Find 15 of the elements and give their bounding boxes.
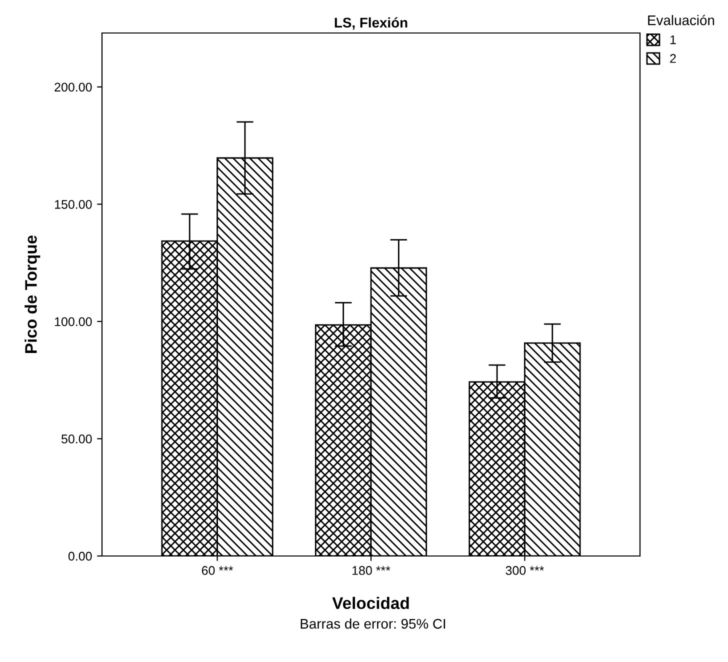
legend-title: Evaluación [648, 14, 714, 26]
x-axis-title: Velocidad [332, 596, 409, 610]
y-tick-label: 50.00 [62, 434, 92, 444]
y-tick-label: 200.00 [54, 82, 92, 92]
legend-label: 2 [670, 54, 676, 63]
text: Barras de error: 95% CI [300, 618, 446, 629]
x-tick-label: 180 *** [352, 566, 390, 575]
x-tick-label: 60 *** [202, 566, 234, 575]
x-tick-label: 300 *** [506, 566, 544, 575]
y-axis-title: Pico de Torque [24, 235, 40, 353]
y-tick-label: 100.00 [55, 317, 92, 326]
y-tick-label: 150.00 [55, 200, 92, 209]
y-tick-label: 0.00 [68, 552, 92, 561]
legend-label: 1 [670, 35, 676, 44]
chart-title: LS, Flexión [334, 17, 408, 30]
